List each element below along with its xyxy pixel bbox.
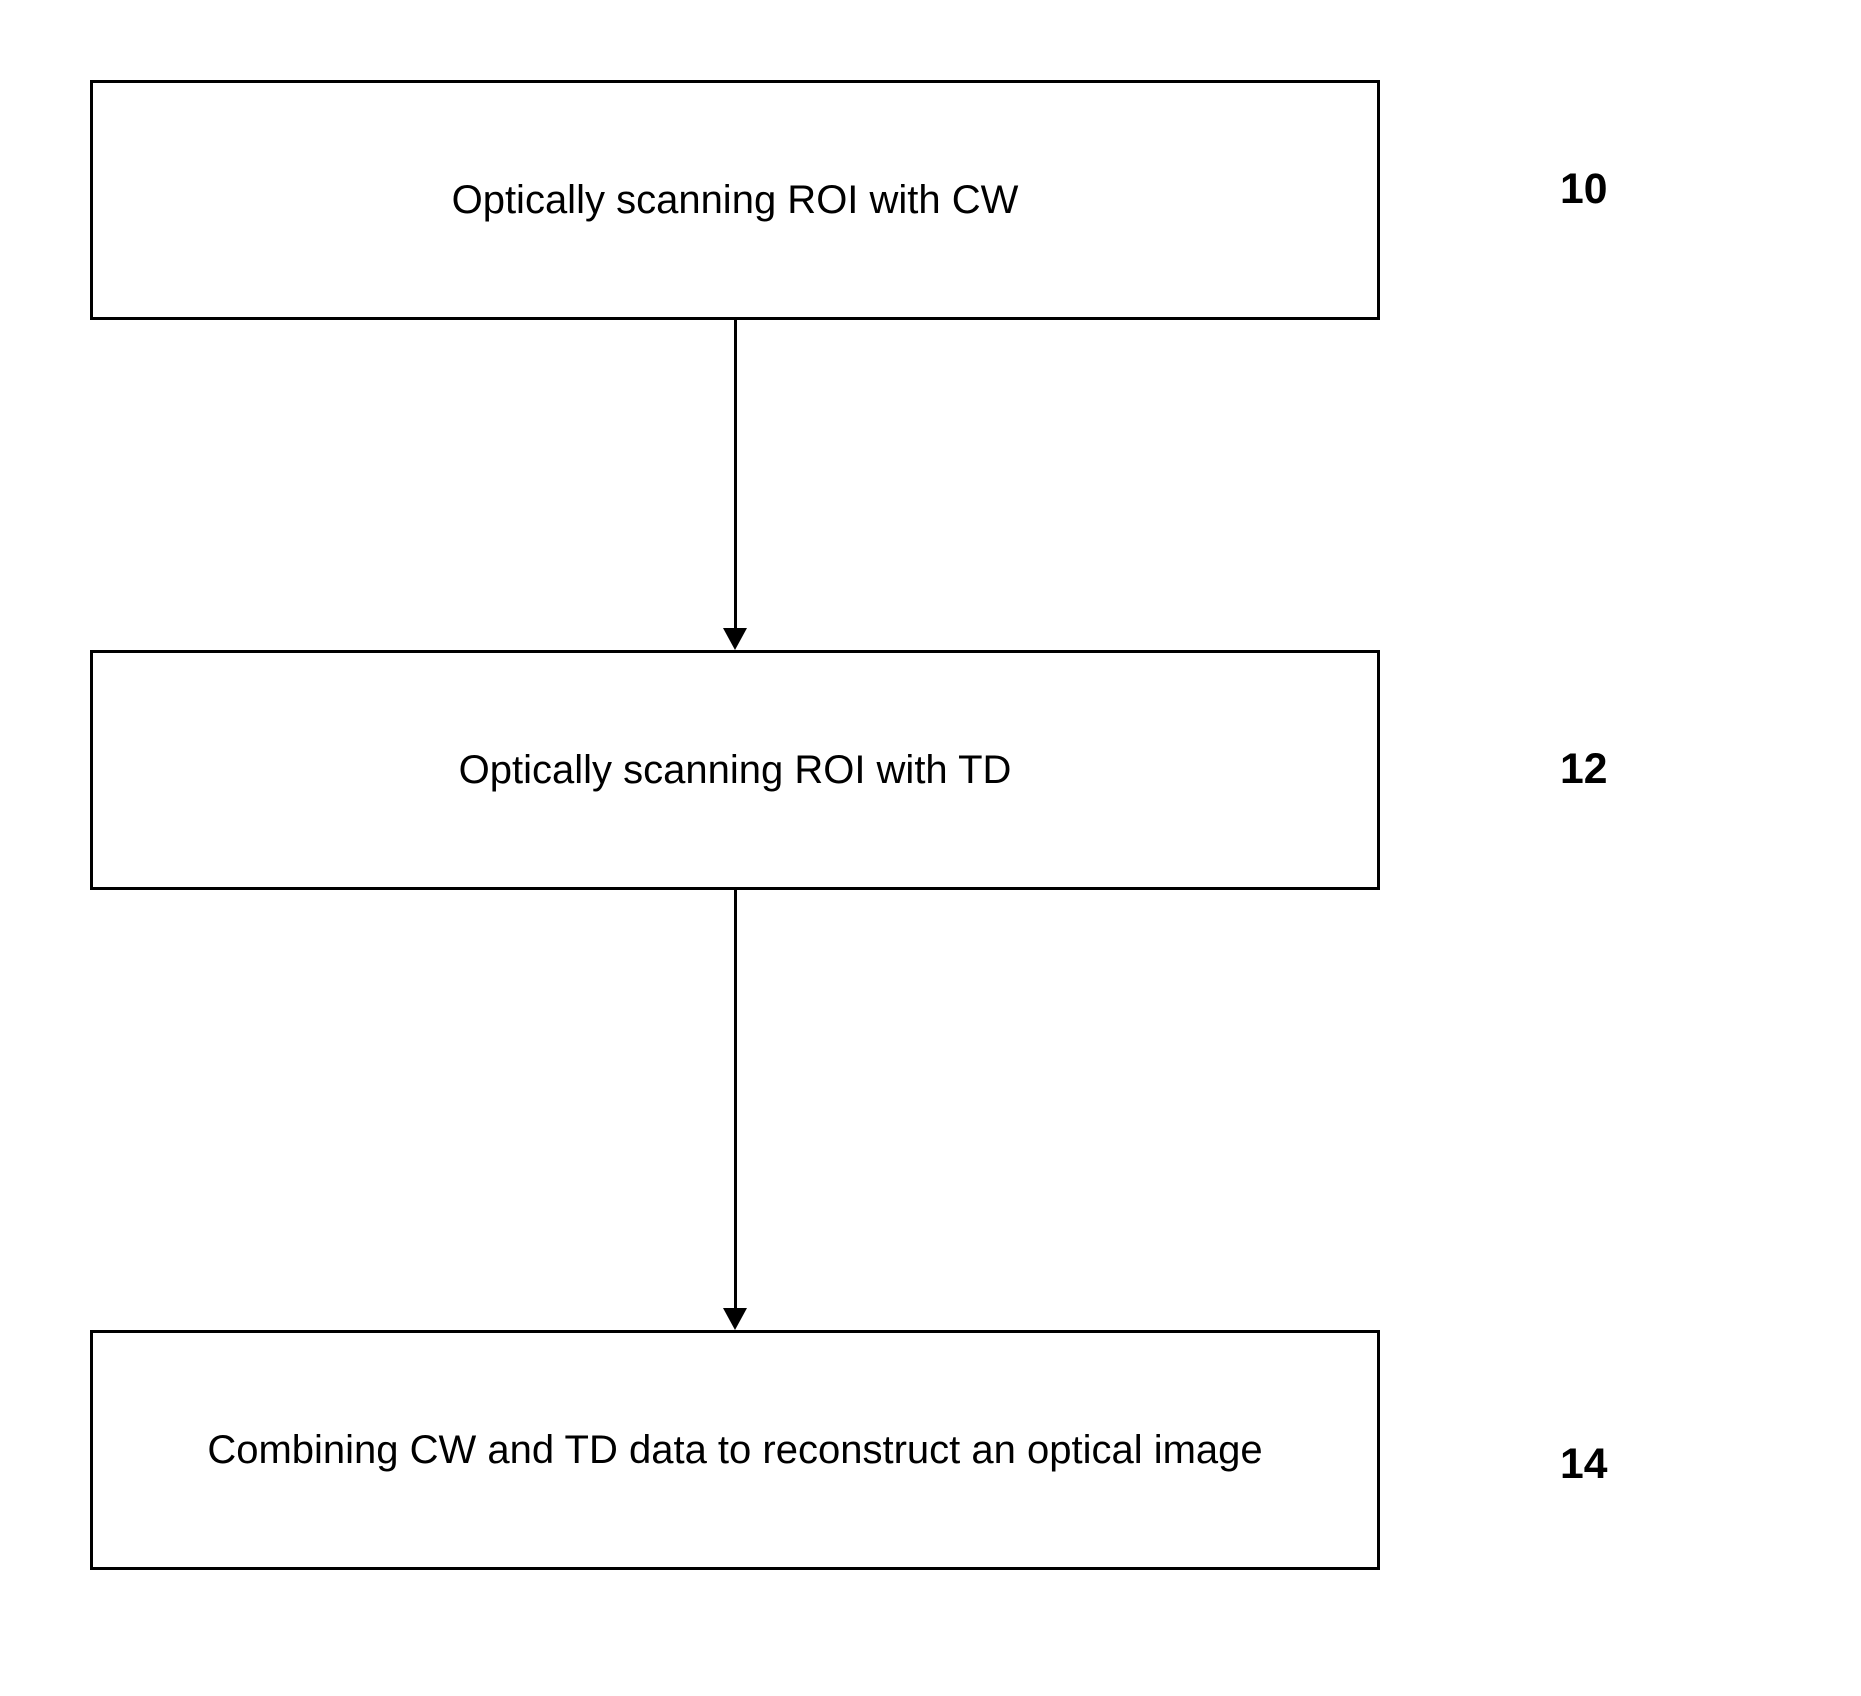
diagram-canvas: Optically scanning ROI with CW Optically …	[0, 0, 1861, 1696]
label-10: 10	[1560, 165, 1607, 214]
label-12: 12	[1560, 745, 1607, 794]
box-td: Optically scanning ROI with TD	[90, 650, 1380, 890]
box-cw: Optically scanning ROI with CW	[90, 80, 1380, 320]
label-14: 14	[1560, 1440, 1607, 1489]
box-combine: Combining CW and TD data to reconstruct …	[90, 1330, 1380, 1570]
arrow-2-head	[723, 1308, 747, 1330]
arrow-2-shaft	[734, 890, 737, 1308]
arrow-1-shaft	[734, 320, 737, 628]
arrow-1-head	[723, 628, 747, 650]
